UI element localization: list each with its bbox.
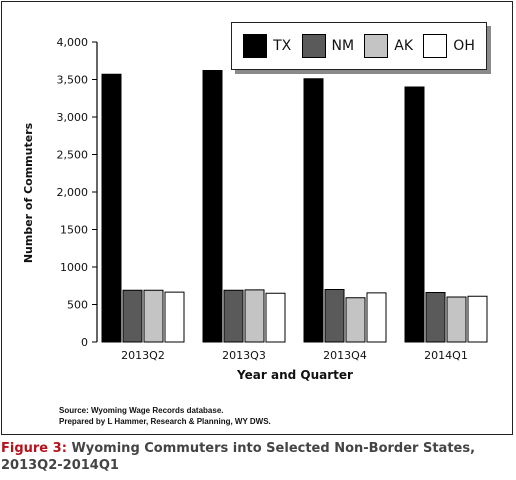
y-tick-label: 500 bbox=[67, 299, 88, 312]
legend: TX NM AK OH bbox=[231, 22, 487, 70]
y-tick-label: 3,000 bbox=[57, 111, 89, 124]
figure-caption: Figure 3: Wyoming Commuters into Selecte… bbox=[1, 440, 513, 474]
y-tick-label: 3,500 bbox=[57, 74, 89, 87]
y-tick-label: 4,000 bbox=[57, 36, 89, 49]
figure-label: Figure 3: bbox=[1, 441, 67, 456]
x-tick-label: 2013Q3 bbox=[222, 349, 266, 362]
legend-item-ak: AK bbox=[364, 34, 413, 58]
bar-nm-2014q1 bbox=[425, 292, 446, 343]
bar-oh-2013q4 bbox=[366, 292, 387, 343]
bar-oh-2014q1 bbox=[467, 295, 488, 343]
bar-tx-2013q4 bbox=[303, 78, 324, 343]
bar-oh-2013q3 bbox=[265, 292, 286, 343]
bar-nm-2013q3 bbox=[223, 289, 244, 343]
source-line-1: Source: Wyoming Wage Records database. bbox=[59, 406, 224, 415]
bar-tx-2014q1 bbox=[404, 86, 425, 343]
x-tick-label: 2013Q2 bbox=[121, 349, 165, 362]
y-axis-label: Number of Commuters bbox=[22, 122, 35, 263]
y-tick-label: 1500 bbox=[60, 224, 88, 237]
bar-nm-2013q2 bbox=[122, 289, 143, 343]
bar-oh-2013q2 bbox=[164, 291, 185, 343]
figure-title: Wyoming Commuters into Selected Non-Bord… bbox=[1, 441, 476, 473]
legend-swatch bbox=[364, 34, 389, 58]
legend-swatch bbox=[301, 34, 326, 58]
legend-item-oh: OH bbox=[423, 34, 475, 58]
x-tick-label: 2013Q4 bbox=[323, 349, 367, 362]
bar-tx-2013q3 bbox=[202, 70, 223, 343]
bar-ak-2013q2 bbox=[143, 289, 164, 343]
legend-label: TX bbox=[273, 38, 292, 54]
chart-frame: Number of Commuters Year and Quarter 0 50… bbox=[1, 1, 513, 435]
legend-item-nm: NM bbox=[301, 34, 355, 58]
legend-swatch bbox=[423, 34, 448, 58]
source-note: Source: Wyoming Wage Records database. P… bbox=[59, 405, 271, 427]
y-tick-label: 2,000 bbox=[57, 186, 89, 199]
bar-ak-2013q3 bbox=[244, 289, 265, 343]
source-line-2: Prepared by L Hammer, Research & Plannin… bbox=[59, 417, 271, 426]
legend-item-tx: TX bbox=[243, 34, 291, 58]
y-tick-label: 0 bbox=[81, 336, 88, 349]
bar-tx-2013q2 bbox=[101, 73, 122, 343]
bar-ak-2014q1 bbox=[446, 296, 467, 343]
y-tick-label: 1000 bbox=[60, 261, 88, 274]
bar-chart: Number of Commuters Year and Quarter 0 50… bbox=[22, 36, 488, 382]
legend-swatch bbox=[243, 34, 268, 58]
bar-ak-2013q4 bbox=[345, 297, 366, 343]
bar-nm-2013q4 bbox=[324, 289, 345, 343]
x-tick-label: 2014Q1 bbox=[424, 349, 468, 362]
y-tick-label: 2,500 bbox=[57, 149, 89, 162]
legend-label: NM bbox=[331, 38, 355, 54]
legend-label: AK bbox=[394, 38, 414, 54]
legend-label: OH bbox=[453, 38, 475, 54]
x-axis-label: Year and Quarter bbox=[236, 368, 353, 382]
